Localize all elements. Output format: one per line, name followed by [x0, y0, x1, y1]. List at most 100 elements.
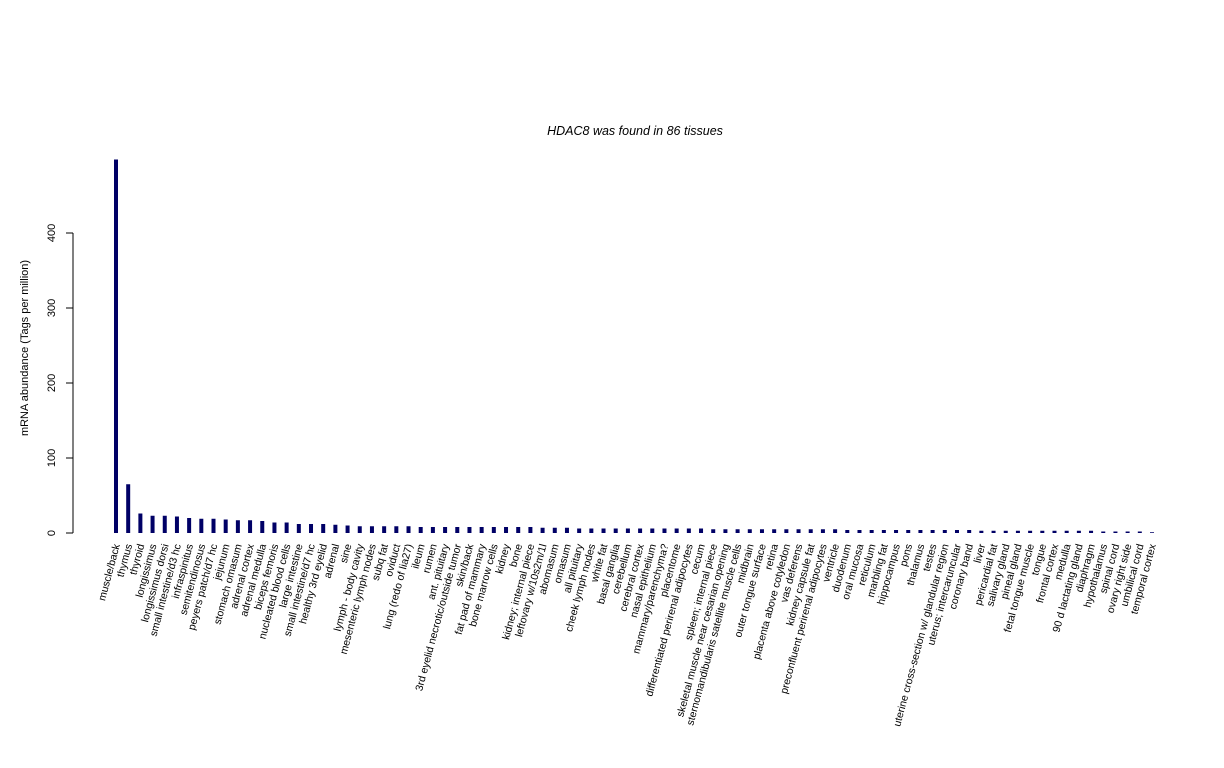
- bar: [272, 522, 277, 533]
- bar: [906, 530, 911, 533]
- bar: [796, 529, 801, 533]
- bar: [747, 529, 752, 533]
- bar: [467, 527, 472, 533]
- bar: [1101, 531, 1106, 533]
- bar: [1137, 531, 1142, 533]
- bar: [321, 524, 326, 533]
- bar: [772, 529, 777, 533]
- bar: [1064, 530, 1069, 533]
- bar: [1113, 531, 1118, 533]
- bar: [735, 529, 740, 533]
- bar: [954, 530, 959, 533]
- bar: [723, 529, 728, 533]
- bar: [174, 516, 179, 533]
- bar: [114, 159, 118, 533]
- bar: [382, 526, 387, 533]
- bar: [528, 527, 533, 533]
- bar: [808, 529, 813, 533]
- bar: [223, 519, 228, 533]
- bar: [991, 530, 996, 533]
- bar: [613, 528, 618, 533]
- bar: [625, 528, 630, 533]
- y-tick-label: 0: [46, 530, 58, 536]
- bar: [601, 528, 606, 533]
- bar: [162, 515, 167, 533]
- bar: [516, 527, 521, 533]
- bar: [942, 530, 947, 533]
- bars-group: [114, 159, 1154, 533]
- bar: [199, 518, 204, 533]
- bar: [674, 528, 679, 533]
- bar: [211, 518, 216, 533]
- y-axis-label: mRNA abundance (Tags per million): [19, 260, 31, 436]
- bar: [759, 529, 764, 533]
- x-tick-label: bone: [507, 543, 525, 569]
- bar: [1052, 530, 1057, 533]
- bar: [589, 528, 594, 533]
- bar: [369, 526, 374, 533]
- y-tick-label: 200: [46, 374, 58, 392]
- bar: [1125, 531, 1130, 533]
- bar: [869, 530, 874, 533]
- bar: [699, 528, 704, 533]
- bar: [784, 529, 789, 533]
- bar: [345, 525, 350, 533]
- bar: [857, 530, 862, 533]
- bar: [552, 527, 557, 533]
- bar: [881, 530, 886, 533]
- bar: [150, 515, 155, 533]
- bar: [443, 527, 448, 533]
- bar: [1040, 530, 1045, 533]
- y-tick-label: 300: [46, 299, 58, 317]
- bar: [126, 484, 131, 533]
- bar: [833, 529, 838, 533]
- bar: [820, 529, 825, 533]
- bar: [1028, 530, 1033, 533]
- bar: [894, 530, 899, 533]
- bar: [930, 530, 935, 533]
- x-tick-label: sine: [338, 543, 355, 565]
- bar: [967, 530, 972, 533]
- bar: [138, 513, 143, 533]
- bar: [918, 530, 923, 533]
- bar: [479, 527, 484, 533]
- bar: [394, 526, 399, 533]
- bar: [455, 527, 460, 533]
- bar: [577, 528, 582, 533]
- bar: [1076, 530, 1081, 533]
- bar: [1003, 530, 1008, 533]
- bar: [1150, 532, 1154, 533]
- y-tick-label: 100: [46, 449, 58, 467]
- bar: [686, 528, 691, 533]
- bar: [309, 524, 314, 533]
- x-tick-label: liver: [972, 542, 989, 564]
- bar: [333, 524, 338, 533]
- bar: [1089, 530, 1094, 533]
- y-tick-label: 400: [46, 224, 58, 242]
- bar: [260, 521, 265, 533]
- bar: [248, 520, 253, 533]
- y-axis-ticks: 0 100 200 300 400: [46, 224, 73, 536]
- bar: [1015, 530, 1020, 533]
- bar: [662, 528, 667, 533]
- bar: [979, 530, 984, 533]
- bar: [491, 527, 496, 533]
- bar: [650, 528, 655, 533]
- bar: [406, 526, 411, 533]
- chart-title: HDAC8 was found in 86 tissues: [547, 124, 723, 138]
- bar: [187, 518, 192, 533]
- bar: [296, 524, 301, 533]
- bar: [564, 527, 569, 533]
- bar: [430, 527, 435, 533]
- bar: [845, 530, 850, 533]
- bar: [504, 527, 509, 533]
- bar: [235, 520, 240, 533]
- bar: [638, 528, 643, 533]
- x-tick-label: pons: [898, 543, 915, 568]
- bar: [357, 526, 362, 533]
- bar: [540, 527, 545, 533]
- bar: [418, 527, 423, 533]
- x-axis-labels: muscle/backthymusthyroidlongissimuslongi…: [96, 542, 1159, 728]
- bar: [284, 522, 289, 533]
